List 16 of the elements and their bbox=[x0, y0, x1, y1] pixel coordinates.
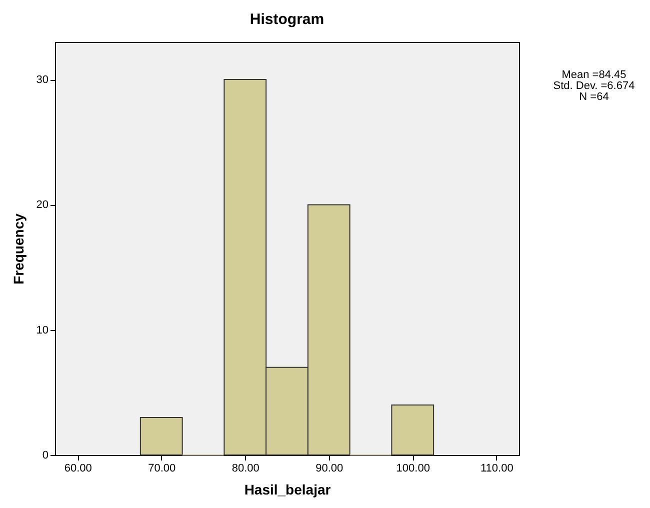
x-tick-label: 80.00 bbox=[232, 462, 260, 474]
text: N =64 bbox=[579, 91, 609, 103]
x-tick-label: 90.00 bbox=[316, 462, 344, 474]
y-tick-label: 10 bbox=[36, 324, 48, 336]
text: Std. Dev. =6.674 bbox=[553, 80, 635, 92]
y-tick-label: 30 bbox=[36, 74, 48, 86]
y-tick-label: 20 bbox=[36, 199, 48, 212]
text: Mean =84.45 bbox=[562, 69, 626, 81]
x-tick-label: 110.00 bbox=[480, 462, 514, 474]
x-tick-label: 100.00 bbox=[396, 462, 430, 474]
chart-title: Histogram bbox=[250, 11, 324, 28]
x-tick-label: 70.00 bbox=[148, 462, 176, 474]
y-tick-label: 0 bbox=[42, 450, 48, 462]
x-axis-title: Hasil_belajar bbox=[244, 482, 332, 498]
y-axis-title: Frequency bbox=[10, 213, 26, 284]
x-tick-label: 60.00 bbox=[64, 462, 92, 474]
